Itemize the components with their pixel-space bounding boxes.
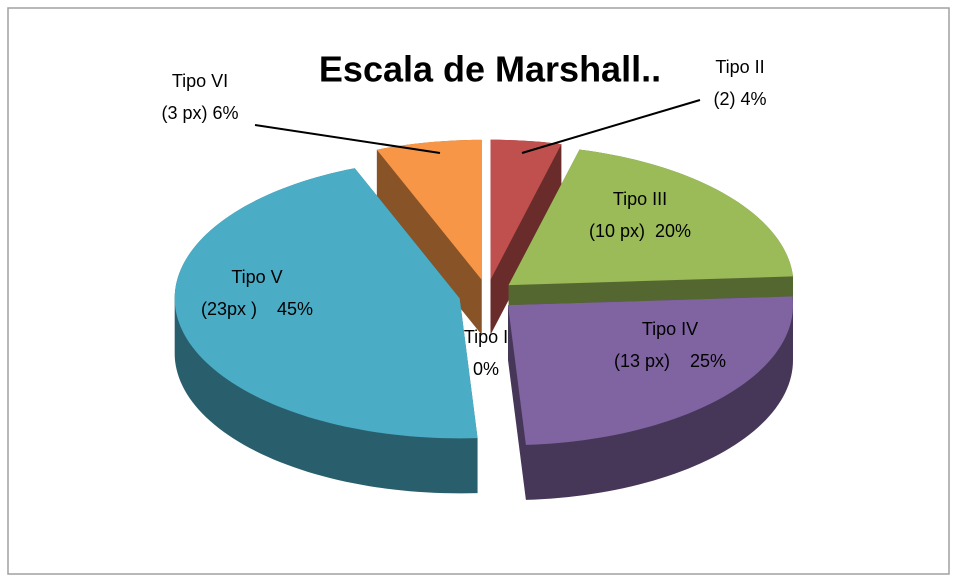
data-label-category: Tipo III [613, 189, 667, 209]
data-label: (2) 4% [713, 89, 766, 109]
slice [508, 149, 794, 286]
data-label: (3 px) 6% [161, 103, 238, 123]
data-label-category: Tipo VI [172, 71, 228, 91]
leader-line [254, 124, 441, 154]
leader-line [521, 99, 701, 154]
data-label-category: Tipo II [715, 57, 764, 77]
slice [376, 139, 482, 280]
data-label: (10 px) 20% [589, 221, 691, 241]
pie [174, 139, 794, 500]
data-label-category: Tipo IV [642, 319, 698, 339]
chart-title: Escala de Marshall.. [319, 49, 661, 90]
data-label-category: Tipo V [231, 267, 282, 287]
slice [174, 168, 478, 439]
data-label: (23px ) 45% [201, 299, 313, 319]
slice [490, 139, 562, 280]
labels: Tipo I 0% Tipo II (2) 4% Tipo III (10 px) 20%… [161, 57, 766, 379]
data-label: 0% [473, 359, 499, 379]
data-label-category: Tipo I [464, 327, 508, 347]
slice [508, 296, 794, 445]
data-label: (13 px) 25% [614, 351, 726, 371]
